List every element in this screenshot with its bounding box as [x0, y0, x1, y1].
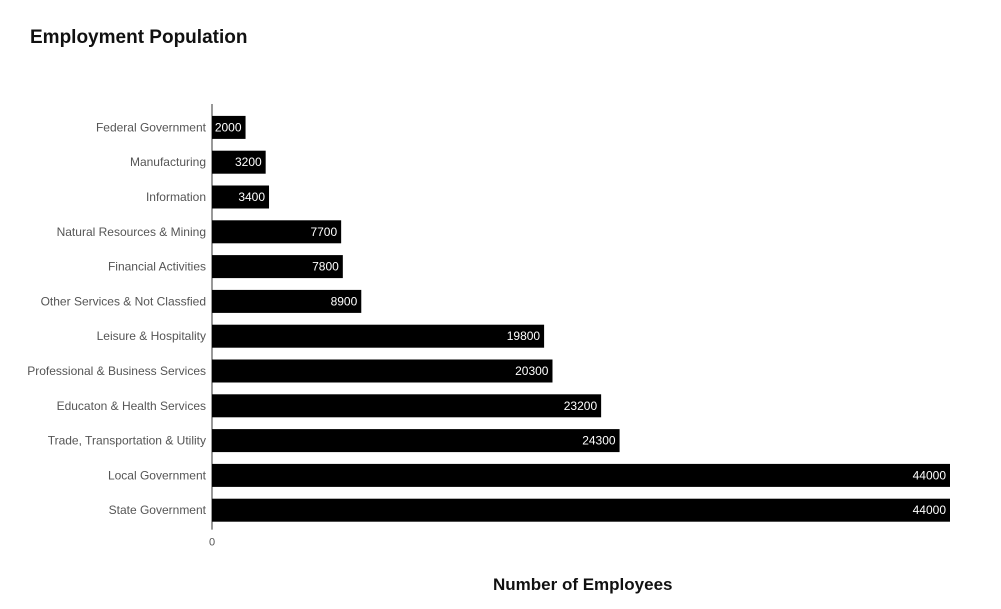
category-label: Information — [146, 190, 206, 204]
data-label: 3400 — [238, 190, 265, 204]
bar — [212, 429, 620, 453]
bar — [212, 359, 553, 383]
bar — [212, 255, 343, 279]
bar — [212, 150, 266, 174]
data-label: 20300 — [515, 364, 549, 378]
bar — [212, 185, 270, 209]
data-label: 44000 — [913, 468, 947, 482]
bar — [212, 463, 950, 487]
data-label: 24300 — [582, 434, 616, 448]
category-label: Other Services & Not Classfied — [41, 294, 206, 308]
category-label: Leisure & Hospitality — [97, 329, 206, 343]
data-label: 2000 — [215, 120, 242, 134]
category-label: Manufacturing — [130, 155, 206, 169]
bar — [212, 115, 246, 139]
x-axis-title: Number of Employees — [493, 575, 673, 594]
category-label: Professional & Business Services — [27, 364, 206, 378]
category-label: Federal Government — [96, 120, 207, 134]
category-label: Trade, Transportation & Utility — [48, 434, 206, 448]
data-label: 44000 — [913, 503, 947, 517]
data-label: 7800 — [312, 260, 339, 274]
category-label: State Government — [109, 503, 207, 517]
bar — [212, 220, 342, 244]
bar — [212, 289, 362, 313]
chart-title: Employment Population — [30, 27, 248, 48]
category-label: Natural Resources & Mining — [57, 225, 206, 239]
category-label: Educaton & Health Services — [57, 399, 206, 413]
data-label: 23200 — [564, 399, 598, 413]
bar — [212, 394, 602, 418]
data-label: 19800 — [507, 329, 541, 343]
bar — [212, 498, 950, 522]
x-tick-label: 0 — [209, 537, 215, 549]
data-label: 7700 — [310, 225, 337, 239]
category-label: Financial Activities — [108, 260, 206, 274]
bars-group: Federal Government 2000 Manufacturing 3200 I… — [27, 115, 950, 549]
category-label: Local Government — [108, 468, 207, 482]
data-label: 3200 — [235, 155, 262, 169]
data-label: 8900 — [331, 294, 358, 308]
bar — [212, 324, 545, 348]
